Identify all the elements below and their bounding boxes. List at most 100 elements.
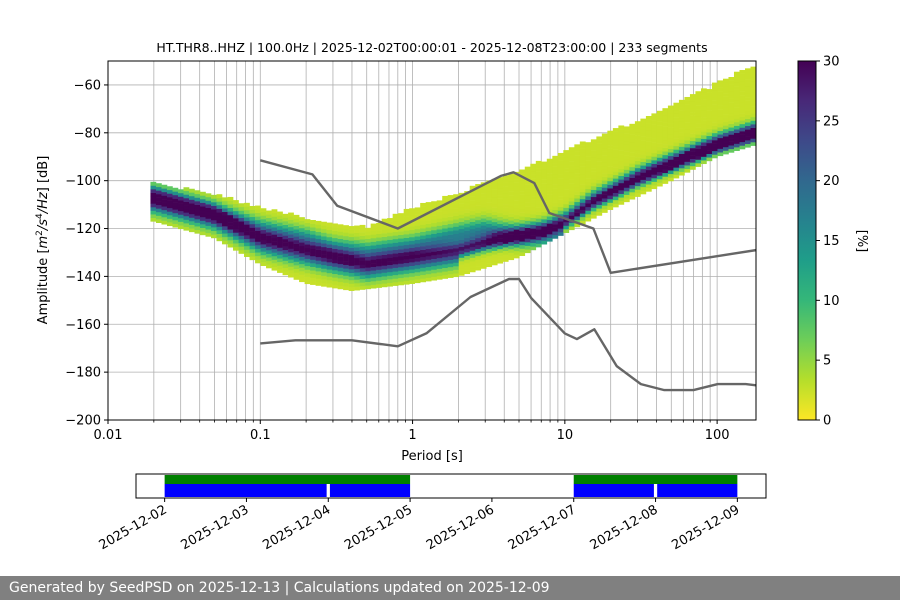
heatmap-cell (177, 214, 184, 219)
heatmap-cell (585, 210, 592, 215)
heatmap-cell (458, 228, 465, 233)
heatmap-cell (188, 210, 195, 215)
heatmap-cell (216, 197, 223, 202)
x-tick-label: 100 (705, 428, 730, 443)
heatmap-cell (629, 156, 636, 161)
heatmap-cell (711, 132, 718, 137)
heatmap-cell (271, 223, 278, 228)
heatmap-cell (695, 105, 702, 110)
heatmap-cell (326, 258, 333, 263)
heatmap-cell (568, 179, 575, 184)
heatmap-cell (728, 130, 735, 135)
heatmap-cell (491, 214, 498, 219)
heatmap-cell (150, 206, 157, 211)
heatmap-cell (497, 198, 504, 203)
heatmap-cell (442, 267, 449, 272)
heatmap-cell (546, 230, 553, 235)
heatmap-cell (497, 259, 504, 264)
heatmap-cell (469, 221, 476, 226)
heatmap-cell (541, 240, 548, 245)
heatmap-cell (596, 172, 603, 177)
heatmap-cell (205, 193, 212, 198)
heatmap-cell (260, 244, 267, 249)
heatmap-cell (541, 161, 548, 166)
heatmap-cell (535, 232, 542, 237)
heatmap-cell (354, 232, 360, 237)
heatmap-cell (662, 158, 669, 163)
heatmap-cell (601, 194, 608, 199)
heatmap-cell (634, 139, 641, 144)
heatmap-cell (458, 246, 465, 251)
heatmap-cell (403, 212, 410, 217)
heatmap-cell (376, 226, 382, 231)
heatmap-cell (442, 210, 449, 215)
heatmap-cell (728, 120, 735, 124)
heatmap-cell (376, 283, 382, 288)
heatmap-cell (618, 172, 625, 177)
heatmap-cell (277, 240, 283, 245)
heatmap-cell (618, 186, 625, 191)
heatmap-cell (387, 261, 393, 266)
heatmap-cell (310, 230, 316, 235)
heatmap-cell (486, 205, 493, 210)
heatmap-cell (733, 107, 740, 112)
heatmap-cell (211, 205, 217, 210)
heatmap-cell (750, 113, 756, 118)
heatmap-cell (161, 209, 168, 214)
heatmap-cell (326, 265, 333, 270)
heatmap-cell (420, 242, 426, 247)
heatmap-cell (409, 240, 415, 245)
heatmap-cell (546, 201, 553, 206)
heatmap-cell (651, 142, 658, 146)
heatmap-cell (519, 226, 526, 231)
heatmap-cell (315, 220, 322, 225)
heatmap-cell (667, 170, 674, 175)
heatmap-cell (409, 215, 415, 220)
heatmap-cell (513, 175, 520, 180)
heatmap-cell (502, 207, 509, 212)
heatmap-cell (634, 160, 641, 165)
heatmap-cell (469, 264, 476, 269)
heatmap-cell (656, 179, 663, 183)
heatmap-cell (634, 185, 641, 190)
heatmap-cell (310, 245, 316, 250)
heatmap-cell (354, 261, 360, 266)
timeline-date-label: 2025-12-09 (669, 502, 742, 553)
heatmap-cell (541, 197, 548, 202)
heatmap-cell (728, 102, 735, 107)
heatmap-cell (420, 220, 426, 225)
heatmap-cell (623, 169, 630, 174)
heatmap-cell (420, 238, 426, 243)
heatmap-cell (574, 173, 581, 177)
heatmap-cell (420, 278, 426, 283)
heatmap-cell (414, 207, 421, 212)
heatmap-cell (288, 270, 294, 274)
heatmap-cell (585, 167, 592, 172)
heatmap-cell (750, 102, 756, 107)
heatmap-cell (304, 219, 311, 224)
heatmap-cell (596, 143, 603, 148)
heatmap-cell (282, 242, 289, 247)
heatmap-cell (678, 110, 685, 115)
heatmap-cell (447, 223, 454, 228)
heatmap-cell (337, 235, 344, 239)
heatmap-cell (486, 223, 493, 228)
heatmap-cell (431, 276, 438, 281)
heatmap-cell (541, 204, 548, 209)
coverage-bars (164, 475, 738, 497)
heatmap-cell (546, 205, 553, 210)
heatmap-cell (530, 221, 537, 226)
heatmap-cell (750, 70, 756, 75)
heatmap-cell (381, 261, 388, 266)
heatmap-cell (431, 269, 438, 274)
heatmap-cell (293, 218, 300, 223)
heatmap-cell (612, 196, 619, 201)
heatmap-cell (535, 164, 542, 169)
heatmap-cell (343, 264, 349, 269)
heatmap-cell (579, 202, 586, 207)
heatmap-cell (502, 186, 509, 191)
heatmap-cell (409, 236, 415, 241)
heatmap-cell (464, 205, 471, 210)
heatmap-cell (332, 223, 338, 228)
heatmap-cell (739, 84, 746, 89)
